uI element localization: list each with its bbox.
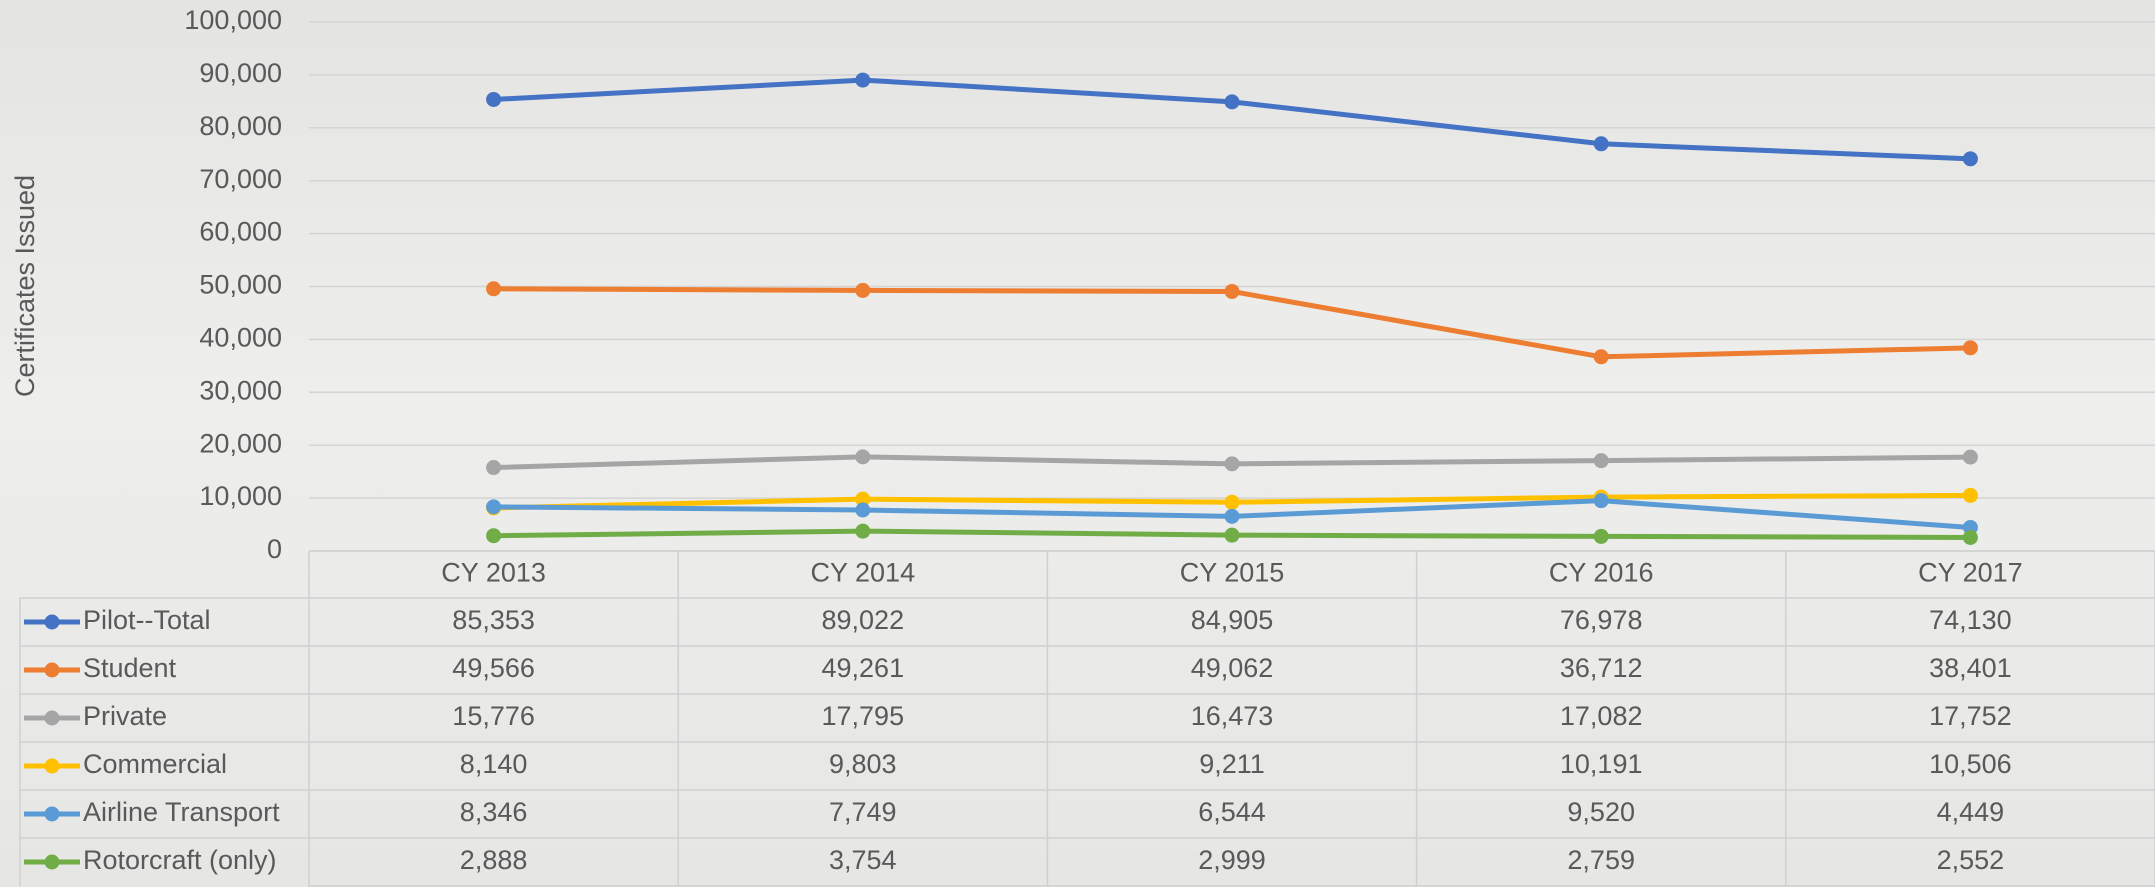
series-line bbox=[493, 77, 1971, 162]
table-cell: 17,795 bbox=[822, 701, 905, 731]
data-point bbox=[1962, 340, 1978, 356]
table-cell: 38,401 bbox=[1929, 653, 2012, 683]
table-cell: 74,130 bbox=[1929, 605, 2012, 635]
legend-marker bbox=[44, 806, 60, 822]
y-tick-label: 80,000 bbox=[199, 111, 282, 141]
table-cell: 16,473 bbox=[1191, 701, 1274, 731]
table-cell: 2,888 bbox=[460, 845, 528, 875]
data-point bbox=[1962, 449, 1978, 465]
table-cell: 2,552 bbox=[1937, 845, 2005, 875]
data-point bbox=[1593, 493, 1609, 509]
x-tick-label: CY 2016 bbox=[1549, 558, 1654, 588]
y-tick-label: 40,000 bbox=[199, 323, 282, 353]
data-point bbox=[486, 91, 502, 107]
table-cell: 9,520 bbox=[1567, 797, 1635, 827]
table-cell: 17,082 bbox=[1560, 701, 1643, 731]
data-point bbox=[1224, 456, 1240, 472]
data-point bbox=[1224, 508, 1240, 524]
y-axis-title: Certificates Issued bbox=[10, 175, 40, 397]
legend-label: Private bbox=[83, 701, 167, 731]
table-cell: 9,803 bbox=[829, 749, 897, 779]
y-tick-label: 20,000 bbox=[199, 428, 282, 458]
table-cell: 85,353 bbox=[452, 605, 535, 635]
data-point bbox=[1224, 94, 1240, 110]
data-point bbox=[486, 528, 502, 544]
data-point bbox=[855, 449, 871, 465]
y-tick-label: 100,000 bbox=[184, 5, 282, 35]
data-point bbox=[1962, 487, 1978, 503]
data-point bbox=[1962, 151, 1978, 167]
table-cell: 89,022 bbox=[822, 605, 905, 635]
y-tick-label: 50,000 bbox=[199, 270, 282, 300]
data-point bbox=[1593, 453, 1609, 469]
data-point bbox=[1593, 136, 1609, 152]
y-tick-label: 0 bbox=[267, 534, 282, 564]
x-tick-label: CY 2015 bbox=[1180, 558, 1285, 588]
table-cell: 8,346 bbox=[460, 797, 528, 827]
x-tick-label: CY 2017 bbox=[1918, 558, 2023, 588]
table-cell: 49,566 bbox=[452, 653, 535, 683]
legend-label: Airline Transport bbox=[83, 797, 280, 827]
data-point bbox=[855, 491, 871, 507]
data-point bbox=[486, 499, 502, 515]
x-tick-label: CY 2014 bbox=[811, 558, 916, 588]
legend-label: Student bbox=[83, 653, 177, 683]
data-point bbox=[855, 282, 871, 298]
data-point bbox=[855, 72, 871, 88]
table-cell: 10,506 bbox=[1929, 749, 2012, 779]
series-line bbox=[493, 286, 1971, 360]
table-cell: 6,544 bbox=[1198, 797, 1266, 827]
table-cell: 2,759 bbox=[1567, 845, 1635, 875]
legend-marker bbox=[44, 710, 60, 726]
table-cell: 9,211 bbox=[1199, 749, 1265, 779]
y-tick-label: 60,000 bbox=[199, 217, 282, 247]
table-cell: 49,062 bbox=[1191, 653, 1274, 683]
table-cell: 2,999 bbox=[1198, 845, 1266, 875]
y-tick-label: 70,000 bbox=[199, 164, 282, 194]
x-tick-label: CY 2013 bbox=[441, 558, 546, 588]
table-cell: 36,712 bbox=[1560, 653, 1643, 683]
legend-label: Pilot--Total bbox=[83, 605, 211, 635]
table-cell: 15,776 bbox=[452, 701, 535, 731]
data-point bbox=[1593, 528, 1609, 544]
legend-marker bbox=[44, 758, 60, 774]
legend-label: Commercial bbox=[83, 749, 227, 779]
data-point bbox=[1593, 349, 1609, 365]
data-point bbox=[486, 460, 502, 476]
data-point bbox=[1224, 283, 1240, 299]
table-cell: 3,754 bbox=[829, 845, 897, 875]
legend-marker bbox=[44, 614, 60, 630]
y-tick-label: 90,000 bbox=[199, 58, 282, 88]
legend-label: Rotorcraft (only) bbox=[83, 845, 277, 875]
legend-marker bbox=[44, 854, 60, 870]
data-point bbox=[855, 502, 871, 518]
y-tick-label: 30,000 bbox=[199, 375, 282, 405]
table-cell: 10,191 bbox=[1560, 749, 1643, 779]
table-cell: 4,449 bbox=[1937, 797, 2005, 827]
table-cell: 49,261 bbox=[822, 653, 905, 683]
table-cell: 17,752 bbox=[1929, 701, 2012, 731]
data-point bbox=[486, 281, 502, 297]
data-point bbox=[855, 523, 871, 539]
table-cell: 8,140 bbox=[460, 749, 528, 779]
table-cell: 7,749 bbox=[829, 797, 897, 827]
data-point bbox=[1224, 494, 1240, 510]
table-cell: 76,978 bbox=[1560, 605, 1643, 635]
legend-marker bbox=[44, 662, 60, 678]
data-point bbox=[1224, 527, 1240, 543]
y-tick-label: 10,000 bbox=[199, 481, 282, 511]
data-point bbox=[1962, 529, 1978, 545]
table-cell: 84,905 bbox=[1191, 605, 1274, 635]
